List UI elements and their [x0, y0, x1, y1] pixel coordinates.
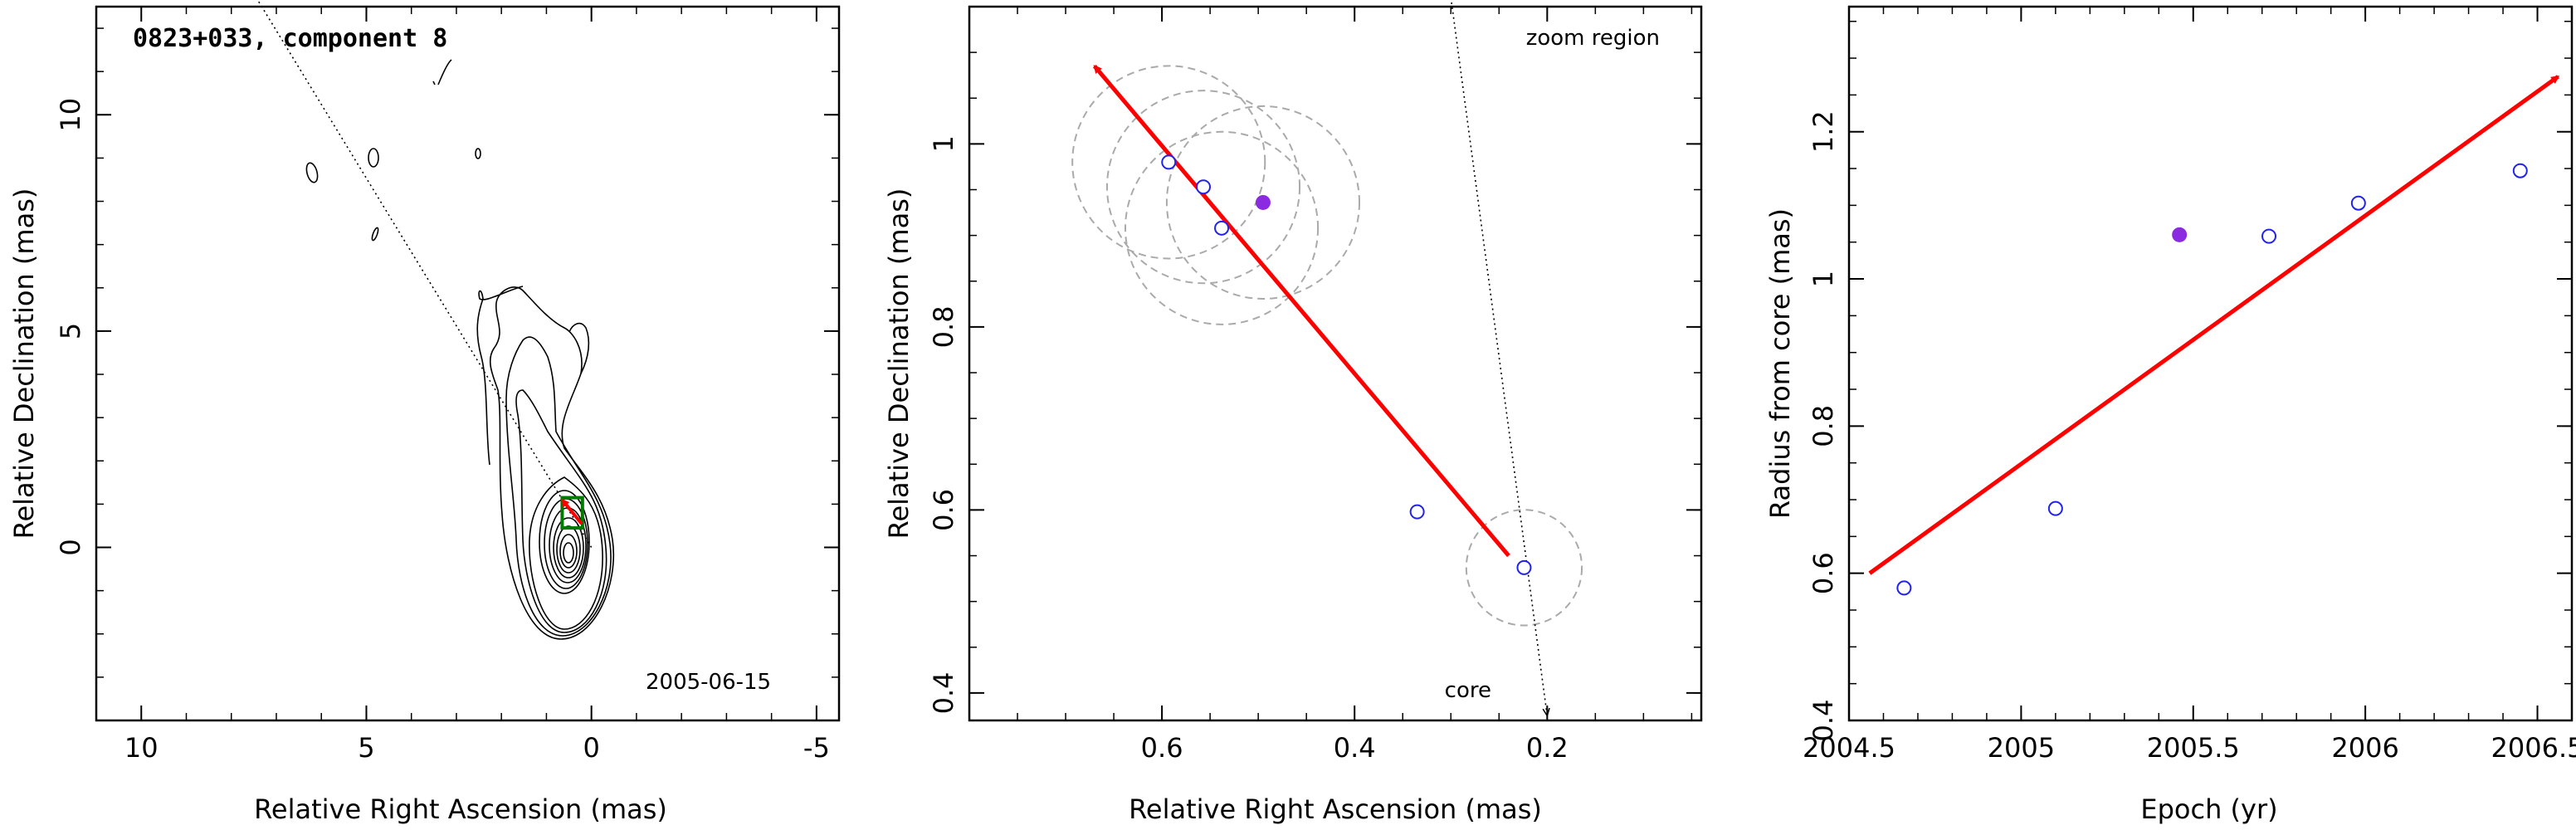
contour-blob-5: [432, 59, 452, 85]
y-tick-label: 0.6: [1808, 552, 1839, 594]
contour-jet-lobe: [568, 322, 590, 374]
panel3-ticks: 2004.5 2005 2005.5 2006 2006.5 0.4 0.6 0.8 1 1.2: [1803, 7, 2576, 764]
panel1-frame: [95, 5, 841, 722]
y-tick-label: 0.8: [1808, 405, 1839, 447]
data-point: [2047, 500, 2063, 516]
panel-radius-epoch: 2004.5 2005 2005.5 2006 2006.50.40.60.811.2 …: [1764, 5, 2576, 825]
component-circle: [1165, 105, 1361, 300]
y-tick-label: 1: [1808, 271, 1839, 287]
panel3-frame: [1847, 5, 2574, 722]
panel1-ticks: 10 5 0 -5 0 5 10: [55, 7, 839, 764]
component-circle: [1125, 130, 1320, 325]
component-circle: [1465, 509, 1583, 627]
panel-zoom-region: 0.6 0.4 0.2 0.4 0.6 0.8 1 zoom region core Rel…: [883, 0, 1703, 825]
contour-core-4: [553, 517, 584, 579]
contour-blob-4: [371, 227, 379, 242]
core-label: core: [1445, 678, 1491, 703]
x-tick-label: 0.6: [1141, 732, 1183, 764]
x-tick-label: -5: [803, 732, 830, 764]
contour-jet-1: [515, 389, 607, 633]
y-tick-label: 1.2: [1808, 110, 1839, 153]
x-tick-label: 2005: [1988, 732, 2055, 764]
panel2-ticks: 0.6 0.4 0.2 0.4 0.6 0.8 1: [928, 7, 1701, 764]
y-tick-label: 5: [55, 323, 86, 339]
contour-blob-1: [305, 162, 319, 183]
panel2-points: [1161, 154, 1532, 575]
panel1-title: 0823+033, component 8: [133, 24, 447, 53]
panel3-xlabel: Epoch (yr): [2140, 793, 2277, 825]
data-point: [1196, 179, 1212, 195]
panel2-motion-arrow: [1092, 65, 1510, 558]
data-point: [2350, 195, 2366, 211]
zoom-region-label: zoom region: [1526, 26, 1660, 51]
y-tick-label: 0.4: [928, 671, 959, 714]
panel3-ylabel: Radius from core (mas): [1764, 208, 1796, 519]
panel2-ylabel: Relative Declination (mas): [883, 188, 915, 540]
component-circle: [1071, 65, 1266, 260]
data-point: [2261, 228, 2277, 244]
contour-blob-3: [475, 148, 481, 159]
y-tick-label: 0.8: [928, 305, 959, 348]
component-circles: [1071, 65, 1583, 627]
panel1-jet-axis: [256, 0, 593, 548]
data-point: [1214, 220, 1230, 236]
panel2-jet-axis: [1450, 0, 1547, 715]
y-tick-label: 0.4: [1808, 700, 1839, 742]
x-tick-label: 2005.5: [2147, 732, 2240, 764]
panel2-xlabel: Relative Right Ascension (mas): [1129, 793, 1542, 825]
data-point: [1409, 504, 1425, 520]
contour-jet-2: [505, 336, 612, 637]
contour-jet-outer: [490, 286, 614, 640]
data-point: [1161, 154, 1177, 170]
data-point: [1896, 580, 1912, 596]
contour-core-1: [563, 542, 574, 564]
contour-map: [305, 59, 614, 640]
panel1-motion-arrow: [560, 498, 583, 525]
x-tick-label: 0: [583, 732, 599, 764]
y-tick-label: 10: [55, 98, 86, 132]
panel3-fit-arrow: [1868, 75, 2560, 575]
contour-blob-2: [368, 148, 379, 168]
panel1-xlabel: Relative Right Ascension (mas): [254, 793, 667, 825]
x-tick-label: 0.4: [1334, 732, 1376, 764]
contour-core-3: [556, 525, 581, 574]
component-circle: [1105, 90, 1301, 285]
x-tick-label: 2004.5: [1803, 732, 1895, 764]
y-tick-label: 0: [55, 539, 86, 555]
x-tick-label: 5: [358, 732, 374, 764]
x-tick-label: 0.2: [1526, 732, 1569, 764]
y-tick-label: 0.6: [928, 489, 959, 531]
panel1-ylabel: Relative Declination (mas): [8, 188, 40, 540]
data-point-filled: [2172, 227, 2188, 242]
contour-jet-outer-2: [476, 286, 524, 466]
contour-core-7: [539, 490, 590, 594]
y-tick-label: 1: [928, 135, 959, 152]
panel3-points: [1896, 163, 2528, 596]
data-point: [2512, 163, 2528, 178]
data-point-filled: [1255, 194, 1271, 210]
zoom-box: [560, 496, 584, 530]
panel2-frame: [968, 5, 1703, 722]
panel1-date: 2005-06-15: [646, 670, 771, 695]
contour-core-2: [559, 534, 578, 569]
x-tick-label: 10: [124, 732, 159, 764]
data-point: [1516, 559, 1532, 575]
x-tick-label: 2006.5: [2491, 732, 2576, 764]
contour-core-8: [529, 476, 603, 630]
x-tick-label: 2006: [2331, 732, 2398, 764]
